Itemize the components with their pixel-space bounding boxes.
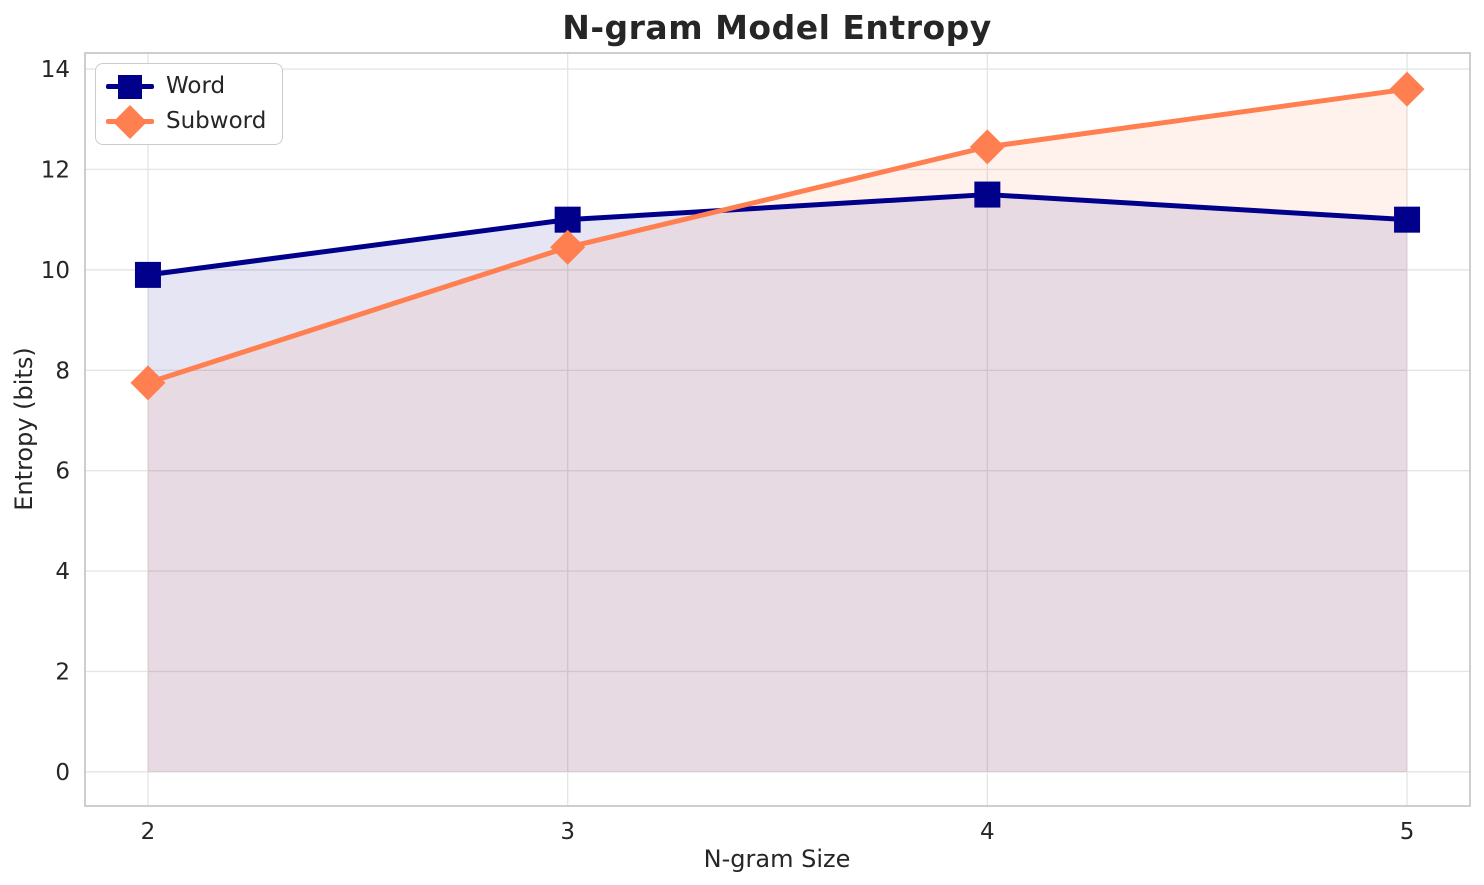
data-point-word (134, 261, 161, 288)
axes-spines (84, 52, 1471, 807)
y-tick-label: 4 (55, 559, 70, 585)
y-tick-label: 2 (55, 659, 70, 685)
y-tick-label: 14 (41, 57, 70, 83)
subword-diamond-marker-icon (113, 104, 147, 139)
x-axis-label: N-gram Size (703, 845, 851, 873)
legend-item-word: Word (106, 69, 266, 104)
data-point-subword (969, 129, 1005, 165)
y-tick-label: 0 (55, 760, 70, 786)
area-fill-subword (147, 89, 1408, 772)
word-square-marker-icon (118, 74, 142, 99)
subword-line-marker-icon (106, 104, 154, 139)
x-tick-label: 4 (980, 819, 995, 845)
plot-background (85, 53, 1470, 806)
chart-title: N-gram Model Entropy (562, 8, 992, 47)
data-point-subword (550, 229, 586, 265)
legend: Word Subword (95, 63, 284, 145)
legend-label-word: Word (166, 73, 226, 99)
data-point-word (974, 181, 1001, 208)
y-tick-label: 12 (41, 157, 70, 183)
series-line-word (145, 192, 1410, 278)
data-point-subword (130, 365, 166, 401)
area-fill-word (147, 194, 1408, 772)
data-point-word (1394, 206, 1421, 233)
legend-label-subword: Subword (166, 108, 267, 134)
series-line-subword (145, 86, 1410, 386)
word-line-marker-icon (106, 70, 154, 104)
x-tick-label: 3 (560, 819, 575, 845)
data-point-subword (1389, 71, 1425, 107)
x-tick-label: 2 (141, 819, 156, 845)
y-axis-label: Entropy (bits) (10, 347, 38, 511)
data-point-word (554, 206, 581, 233)
y-tick-label: 10 (41, 258, 70, 284)
y-tick-label: 8 (55, 358, 70, 384)
legend-item-subword: Subword (106, 104, 266, 139)
x-tick-label: 5 (1400, 819, 1415, 845)
y-tick-label: 6 (55, 459, 70, 485)
